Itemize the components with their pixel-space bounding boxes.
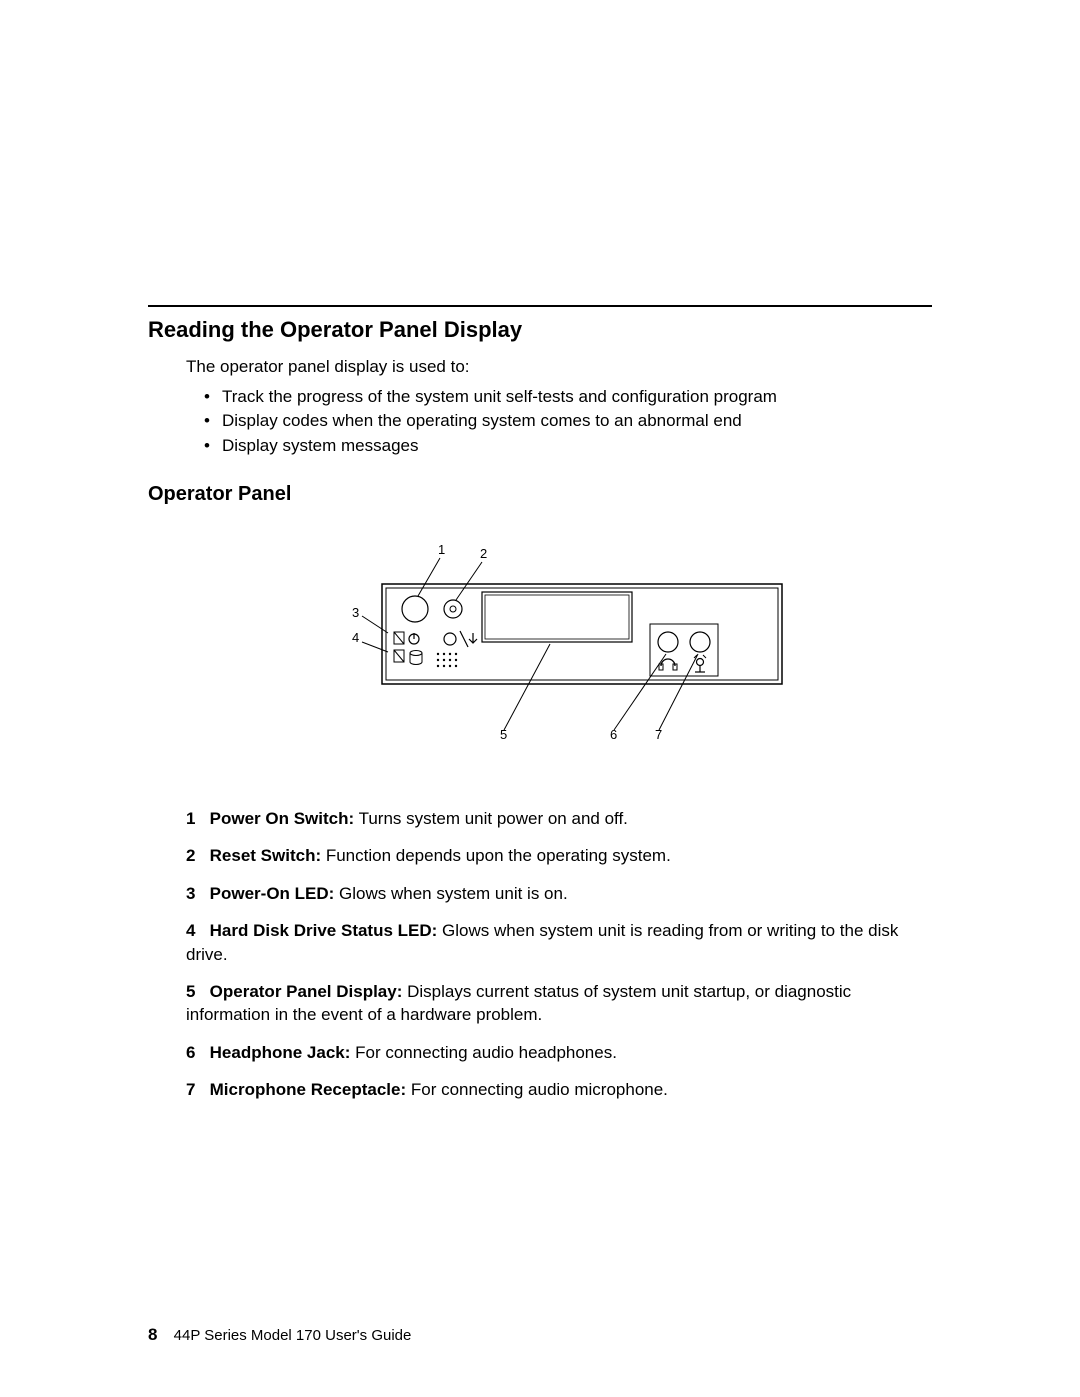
- bullet-item: Display system messages: [204, 434, 932, 459]
- definition-item: 2 Reset Switch: Function depends upon th…: [186, 844, 922, 867]
- svg-text:6: 6: [610, 727, 617, 742]
- svg-text:5: 5: [500, 727, 507, 742]
- def-num: 3: [186, 884, 195, 903]
- def-desc: Turns system unit power on and off.: [354, 809, 628, 828]
- svg-text:7: 7: [655, 727, 662, 742]
- def-term: Microphone Receptacle:: [210, 1080, 407, 1099]
- def-desc: For connecting audio microphone.: [406, 1080, 668, 1099]
- definition-item: 6 Headphone Jack: For connecting audio h…: [186, 1041, 922, 1064]
- def-term: Operator Panel Display:: [210, 982, 403, 1001]
- svg-text:4: 4: [352, 630, 359, 645]
- def-term: Hard Disk Drive Status LED:: [210, 921, 438, 940]
- intro-text: The operator panel display is used to:: [186, 355, 932, 379]
- def-num: 6: [186, 1043, 195, 1062]
- svg-text:2: 2: [480, 546, 487, 561]
- bullet-item: Track the progress of the system unit se…: [204, 385, 932, 410]
- bullet-item: Display codes when the operating system …: [204, 409, 932, 434]
- heading-main: Reading the Operator Panel Display: [148, 317, 932, 343]
- intro-bullets: Track the progress of the system unit se…: [204, 385, 932, 459]
- book-title: 44P Series Model 170 User's Guide: [174, 1327, 412, 1344]
- definition-item: 3 Power-On LED: Glows when system unit i…: [186, 882, 922, 905]
- def-desc: Function depends upon the operating syst…: [321, 846, 671, 865]
- page-container: Reading the Operator Panel Display The o…: [0, 0, 1080, 1397]
- def-num: 1: [186, 809, 195, 828]
- def-num: 5: [186, 982, 195, 1001]
- diagram-wrap: 1 2 3 4 5 6 7: [148, 524, 932, 789]
- def-term: Reset Switch:: [210, 846, 321, 865]
- svg-text:3: 3: [352, 605, 359, 620]
- def-num: 2: [186, 846, 195, 865]
- def-term: Power-On LED:: [210, 884, 335, 903]
- operator-panel-diagram: 1 2 3 4 5 6 7: [290, 524, 790, 789]
- page-number: 8: [148, 1325, 157, 1344]
- definition-item: 1 Power On Switch: Turns system unit pow…: [186, 807, 922, 830]
- definition-item: 4 Hard Disk Drive Status LED: Glows when…: [186, 919, 922, 966]
- def-term: Headphone Jack:: [210, 1043, 351, 1062]
- def-num: 7: [186, 1080, 195, 1099]
- svg-text:1: 1: [438, 542, 445, 557]
- definitions-list: 1 Power On Switch: Turns system unit pow…: [186, 807, 922, 1102]
- heading-sub: Operator Panel: [148, 483, 932, 506]
- def-term: Power On Switch:: [210, 809, 355, 828]
- section-rule: [148, 305, 932, 307]
- def-num: 4: [186, 921, 195, 940]
- page-footer: 8 44P Series Model 170 User's Guide: [148, 1325, 411, 1345]
- def-desc: For connecting audio headphones.: [350, 1043, 617, 1062]
- definition-item: 5 Operator Panel Display: Displays curre…: [186, 980, 922, 1027]
- definition-item: 7 Microphone Receptacle: For connecting …: [186, 1078, 922, 1101]
- def-desc: Glows when system unit is on.: [334, 884, 567, 903]
